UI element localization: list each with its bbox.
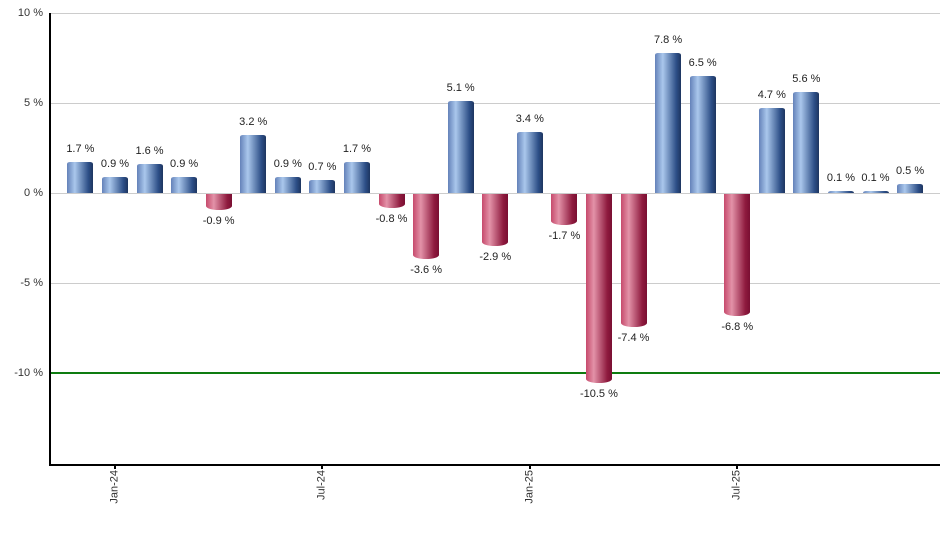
x-axis-tick-label: Jan-25 bbox=[523, 470, 536, 504]
y-axis-tick-label: 10 % bbox=[17, 7, 43, 19]
bar-value-label: 1.7 % bbox=[342, 143, 372, 156]
bar-value-label: -2.9 % bbox=[479, 251, 512, 264]
y-axis-tick-label: 5 % bbox=[24, 97, 43, 109]
bar-value-label: -0.8 % bbox=[375, 213, 408, 226]
y-axis-tick-label: -5 % bbox=[20, 277, 43, 289]
bar-value-label: 3.4 % bbox=[515, 112, 544, 125]
bar-value-label: -10.5 % bbox=[579, 388, 618, 400]
x-axis-tick bbox=[321, 464, 324, 469]
bar bbox=[724, 194, 751, 317]
x-axis-tick-label: Jan-24 bbox=[108, 470, 121, 504]
bar-value-label: 1.7 % bbox=[66, 143, 95, 156]
bar-value-label: 5.1 % bbox=[446, 82, 475, 95]
bar bbox=[551, 194, 578, 225]
bar-value-label: 0.9 % bbox=[100, 157, 130, 170]
bar-value-label: 0.9 % bbox=[273, 157, 302, 170]
bar-value-label: 0.9 % bbox=[170, 157, 199, 170]
bar bbox=[274, 176, 301, 193]
bar-value-label: -1.7 % bbox=[548, 229, 581, 242]
bar bbox=[378, 194, 405, 209]
y-axis bbox=[49, 13, 51, 465]
bar bbox=[585, 194, 612, 383]
reference-line bbox=[49, 372, 940, 374]
bar bbox=[240, 135, 267, 193]
y-axis-tick-label: 0 % bbox=[24, 187, 43, 199]
bar bbox=[413, 194, 440, 259]
x-axis bbox=[49, 464, 940, 466]
bar-value-label: -7.4 % bbox=[617, 332, 650, 345]
bar bbox=[827, 191, 854, 193]
x-axis-tick bbox=[113, 464, 116, 469]
bar-value-label: 6.5 % bbox=[688, 57, 717, 69]
bar-value-label: -6.8 % bbox=[721, 321, 754, 334]
bar bbox=[309, 180, 336, 193]
x-axis-tick bbox=[736, 464, 739, 469]
bar-value-label: -0.9 % bbox=[202, 215, 235, 228]
bar-value-label: 4.7 % bbox=[757, 89, 786, 102]
x-axis-tick-label: Jul-24 bbox=[315, 470, 328, 500]
bar bbox=[758, 108, 785, 193]
x-axis-tick bbox=[528, 464, 531, 469]
bar-value-label: 0.5 % bbox=[896, 165, 925, 177]
x-axis-tick-label: Jul-25 bbox=[730, 470, 743, 500]
bar bbox=[689, 76, 716, 193]
bar-value-label: 5.6 % bbox=[792, 73, 821, 86]
bar bbox=[897, 184, 924, 193]
bar-value-label: 3.2 % bbox=[239, 116, 268, 129]
bar bbox=[136, 164, 163, 193]
bar bbox=[171, 176, 198, 193]
gridline bbox=[49, 193, 940, 194]
bar bbox=[482, 194, 509, 247]
bar bbox=[793, 92, 820, 193]
bar bbox=[67, 162, 94, 193]
bar bbox=[205, 194, 232, 211]
bar-value-label: -3.6 % bbox=[410, 263, 442, 276]
gridline bbox=[49, 103, 940, 104]
bar bbox=[343, 162, 370, 193]
bar-value-label: 0.7 % bbox=[308, 161, 337, 174]
gridline bbox=[49, 13, 940, 14]
bar-value-label: 1.6 % bbox=[135, 145, 164, 158]
gridline bbox=[49, 283, 940, 284]
bar-value-label: 0.1 % bbox=[826, 172, 855, 185]
bar bbox=[620, 194, 647, 328]
bar bbox=[101, 176, 128, 193]
y-axis-tick-label: -10 % bbox=[14, 367, 43, 379]
bar-value-label: 7.8 % bbox=[654, 33, 683, 46]
bar bbox=[516, 131, 543, 193]
bar bbox=[862, 191, 889, 193]
bar bbox=[447, 101, 474, 193]
bar-value-label: 0.1 % bbox=[861, 172, 890, 185]
bar bbox=[655, 52, 682, 193]
